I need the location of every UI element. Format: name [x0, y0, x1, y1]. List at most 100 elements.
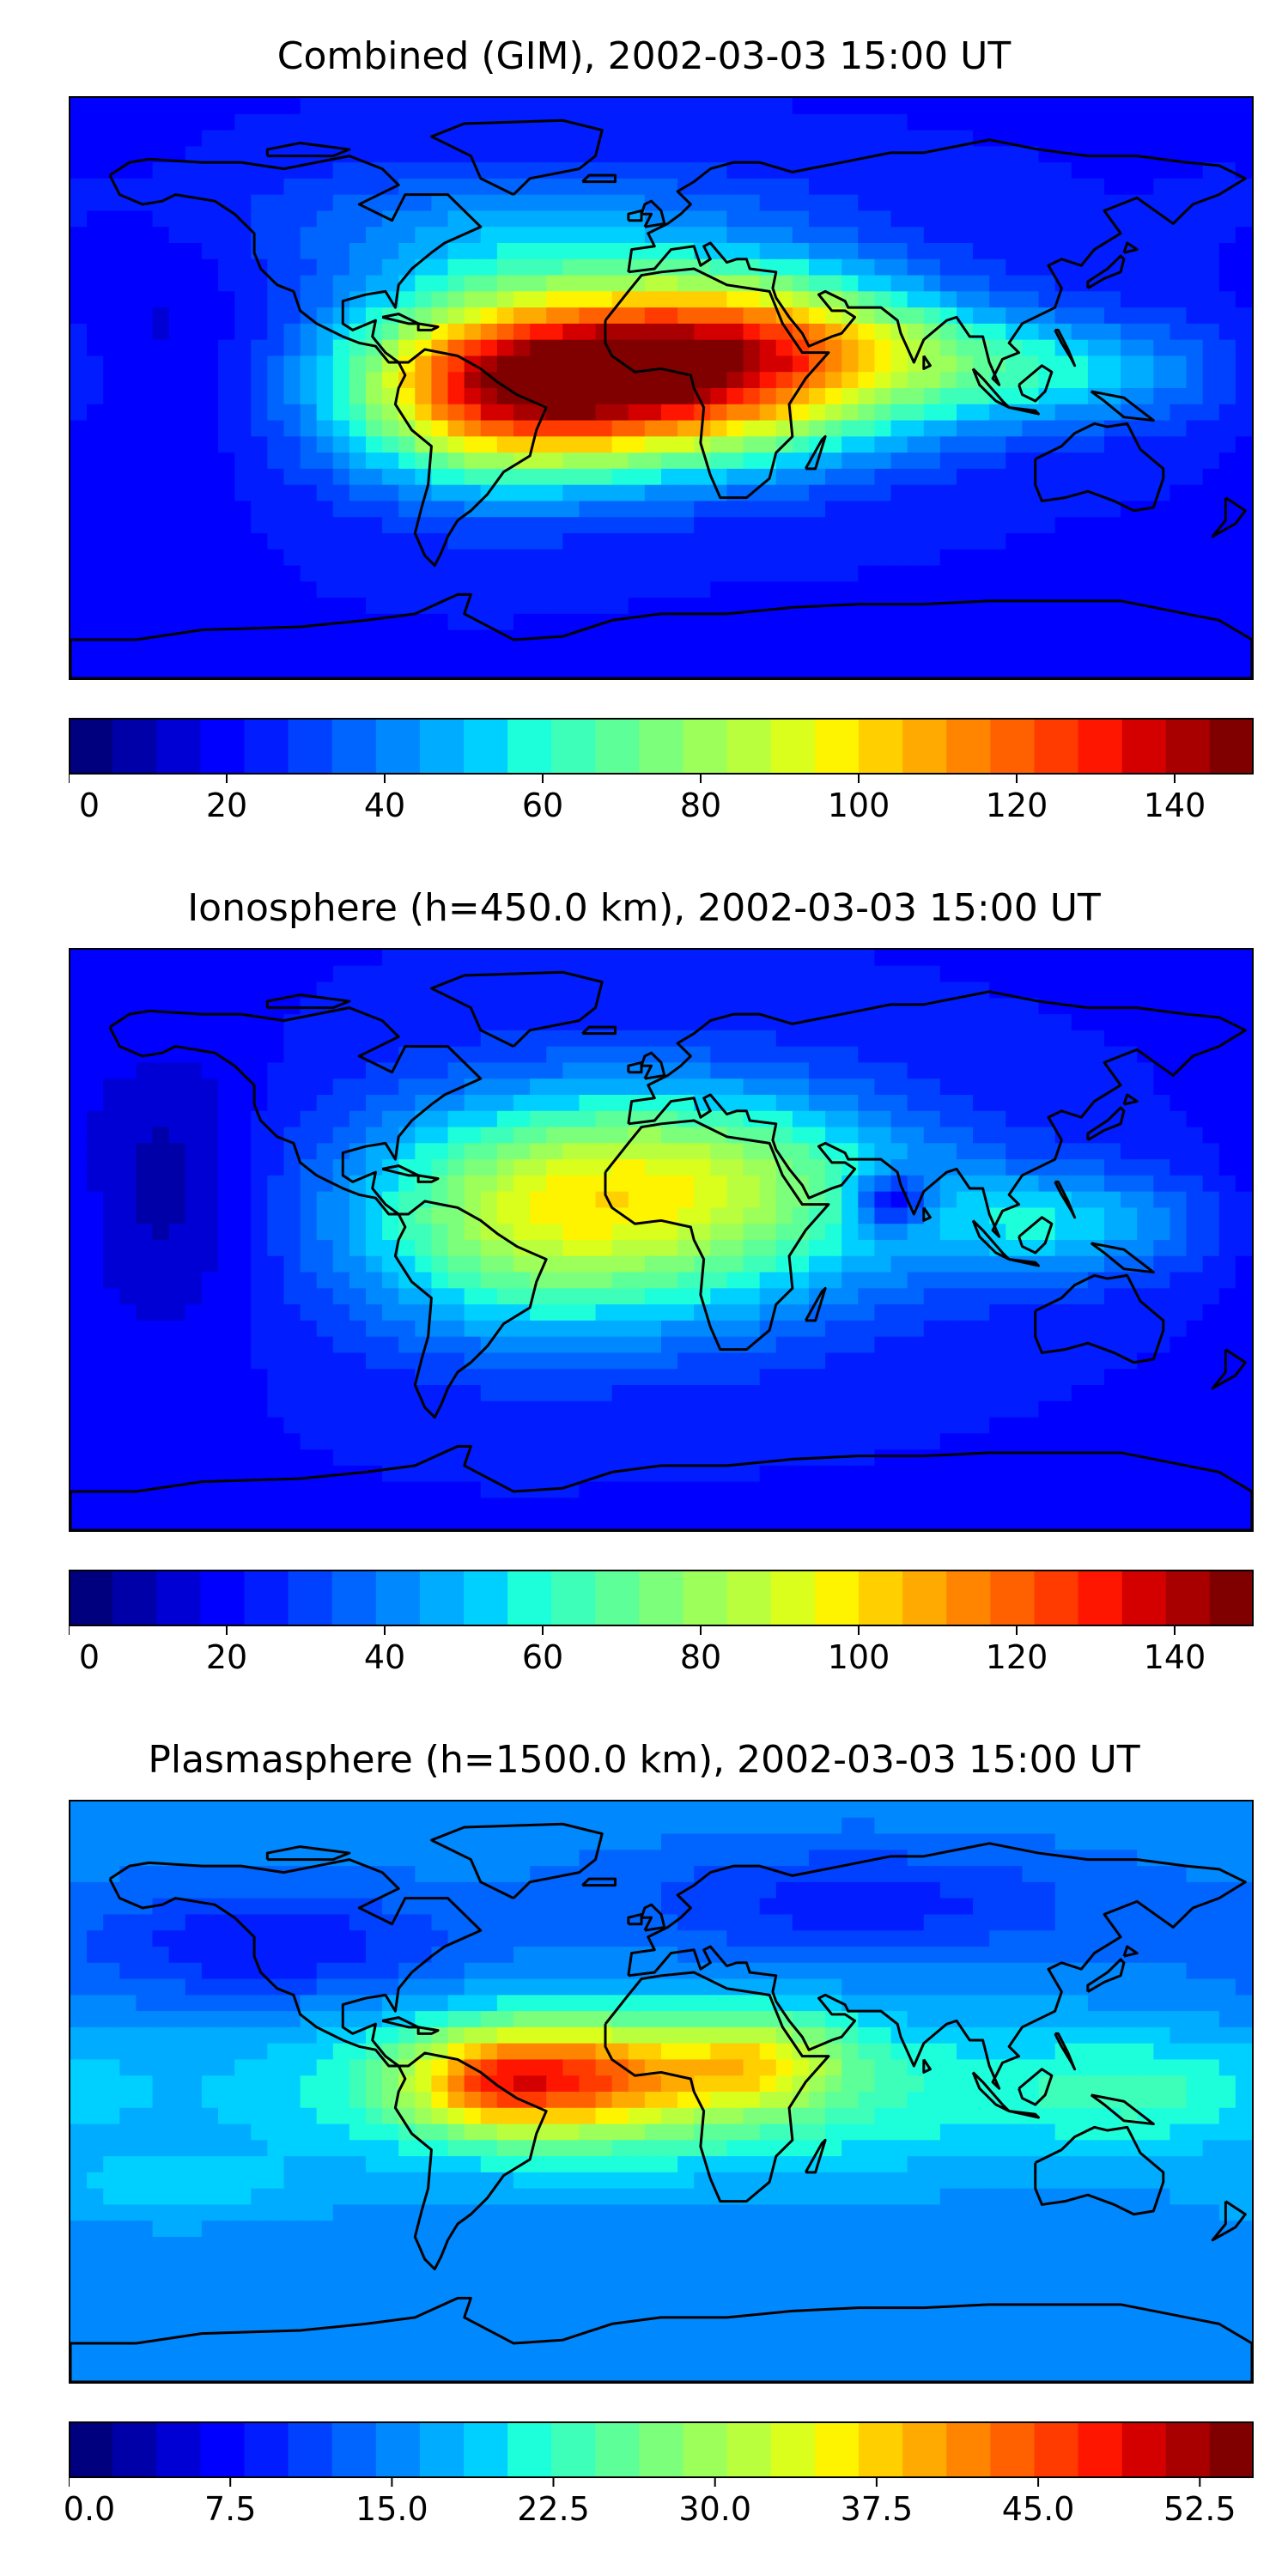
heatmap-cell [1087, 565, 1105, 582]
heatmap-cell [1104, 275, 1121, 292]
heatmap-cell [1153, 1320, 1171, 1338]
heatmap-cell [513, 372, 531, 389]
heatmap-cell [611, 113, 629, 131]
heatmap-cell [119, 1014, 137, 1031]
heatmap-cell [792, 484, 810, 502]
heatmap-cell [1022, 436, 1040, 453]
heatmap-cell [989, 146, 1006, 163]
heatmap-cell [890, 130, 908, 147]
heatmap-cell [119, 98, 137, 115]
heatmap-cell [398, 950, 416, 967]
heatmap-cell [759, 468, 777, 486]
heatmap-cell [644, 453, 662, 470]
heatmap-cell [415, 981, 433, 999]
heatmap-cell [201, 646, 219, 663]
heatmap-cell [874, 1417, 892, 1434]
heatmap-cell [1005, 1143, 1024, 1160]
heatmap-cell [858, 998, 876, 1015]
heatmap-cell [513, 565, 531, 582]
heatmap-cell [890, 533, 908, 550]
heatmap-cell [1104, 1385, 1121, 1402]
heatmap-cell [201, 1385, 219, 1402]
heatmap-cell [1170, 291, 1188, 308]
heatmap-cell [759, 323, 777, 341]
heatmap-cell [792, 646, 810, 663]
heatmap-cell [119, 420, 137, 437]
heatmap-cell [152, 613, 170, 631]
heatmap-cell [792, 629, 810, 647]
heatmap-cell [431, 194, 449, 212]
heatmap-cell [726, 1191, 744, 1209]
heatmap-cell [168, 243, 186, 260]
heatmap-cell [1071, 130, 1089, 147]
heatmap-cell [168, 565, 186, 582]
heatmap-cell [973, 1320, 990, 1338]
heatmap-cell [1137, 533, 1154, 550]
heatmap-cell [644, 565, 662, 582]
heatmap-cell [1218, 581, 1236, 598]
heatmap-cell [694, 339, 711, 357]
heatmap-cell [1186, 950, 1204, 967]
heatmap-cell [957, 565, 974, 582]
heatmap-cell [1202, 1159, 1220, 1176]
heatmap-cell [1235, 178, 1252, 196]
heatmap-cell [70, 1272, 88, 1289]
heatmap-cell [841, 1207, 859, 1224]
coastline [804, 434, 827, 471]
heatmap-cell [1202, 1449, 1220, 1467]
heatmap-cell [726, 581, 744, 598]
heatmap-cell [973, 1400, 990, 1419]
heatmap-cell [1005, 1385, 1024, 1402]
heatmap-cell [694, 484, 711, 502]
heatmap-cell [218, 1127, 235, 1144]
heatmap-cell [546, 1127, 563, 1144]
heatmap-cell [923, 162, 941, 179]
heatmap-cell [185, 436, 203, 453]
heatmap-cell [644, 1433, 662, 1450]
heatmap-cell [366, 468, 383, 486]
heatmap-cell [103, 1159, 120, 1176]
heatmap-cell [628, 1433, 646, 1450]
heatmap-cell [1022, 1224, 1040, 1241]
heatmap-cell [1104, 998, 1121, 1015]
heatmap-cell [775, 243, 793, 260]
heatmap-cell [1137, 1014, 1154, 1031]
heatmap-cell [119, 1433, 137, 1450]
heatmap-cell [890, 339, 908, 357]
heatmap-cell [218, 662, 235, 678]
heatmap-cell [628, 162, 646, 179]
heatmap-cell [218, 646, 235, 663]
heatmap-cell [496, 1272, 514, 1289]
heatmap-cell [595, 355, 613, 373]
heatmap-cell [201, 98, 219, 115]
heatmap-cell [611, 1159, 629, 1176]
heatmap-cell [1038, 355, 1056, 373]
heatmap-cell [119, 613, 137, 631]
heatmap-cell [382, 1272, 399, 1289]
heatmap-cell [579, 998, 597, 1015]
heatmap-cell [1235, 1272, 1252, 1289]
heatmap-cell [152, 130, 170, 147]
heatmap-cell [136, 258, 154, 276]
heatmap-cell [136, 1449, 154, 1467]
heatmap-cell [300, 1127, 318, 1144]
heatmap-cell [1153, 1078, 1171, 1096]
heatmap-cell [890, 1433, 908, 1450]
heatmap-cell [792, 501, 810, 518]
heatmap-cell [595, 965, 613, 983]
heatmap-cell [694, 113, 711, 131]
heatmap-cell [644, 501, 662, 518]
heatmap-cell [858, 1078, 876, 1096]
heatmap-cell [1235, 1224, 1252, 1241]
heatmap-cell [366, 453, 383, 470]
heatmap-cell [694, 1369, 711, 1386]
heatmap-cell [349, 965, 367, 983]
heatmap-cell [939, 613, 957, 631]
heatmap-cell [858, 404, 876, 422]
heatmap-cell [694, 981, 711, 999]
heatmap-cell [957, 533, 974, 550]
heatmap-cell [103, 210, 120, 228]
heatmap-cell [595, 517, 613, 534]
heatmap-cell [1121, 1385, 1138, 1402]
heatmap-cell [185, 1385, 203, 1402]
